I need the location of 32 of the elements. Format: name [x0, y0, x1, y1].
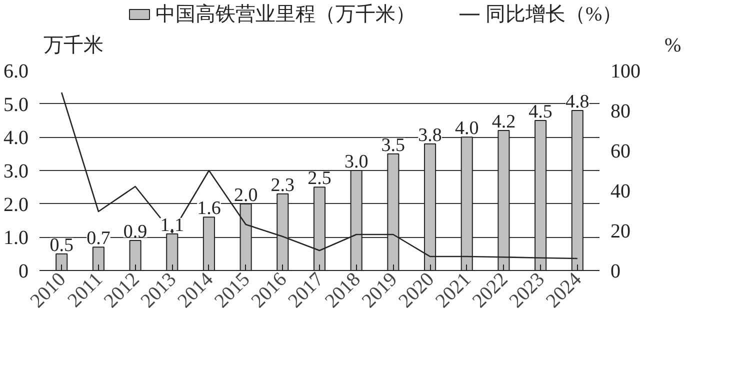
- data-label: 1.6: [197, 198, 221, 220]
- legend-label: 同比增长（%）: [486, 4, 622, 26]
- data-label: 3.5: [381, 134, 406, 156]
- data-label: 0.5: [50, 234, 74, 256]
- y-tick-label: 2.0: [4, 194, 28, 216]
- data-label: 2.5: [308, 168, 332, 190]
- y-tick-label: 0: [18, 260, 28, 282]
- y2-tick-label: 0: [610, 260, 620, 282]
- y-tick-label: 4.0: [4, 127, 28, 150]
- y-tick-label: 5.0: [4, 94, 28, 116]
- y2-tick-label: 40: [610, 180, 630, 202]
- y-tick-label: 3.0: [4, 160, 28, 182]
- legend-label: 中国高铁营业里程（万千米）: [156, 2, 416, 26]
- data-label: 2.0: [234, 184, 258, 206]
- data-label: 3.0: [344, 152, 368, 172]
- data-label: 1.1: [160, 214, 184, 236]
- data-label: 4.2: [492, 112, 516, 132]
- data-label: 0.9: [123, 222, 148, 242]
- data-label: 4.0: [454, 118, 479, 140]
- y2-axis-title: %: [664, 34, 682, 56]
- y2-tick-label: 60: [610, 140, 630, 162]
- y-tick-label: 1.0: [4, 227, 28, 250]
- y-tick-label: 6.0: [4, 60, 28, 82]
- data-label: 4.5: [528, 102, 552, 122]
- y2-tick-label: 80: [610, 100, 630, 122]
- data-label: 0.7: [86, 228, 110, 250]
- y2-tick-label: 20: [610, 220, 630, 242]
- y-axis-title: 万千米: [44, 34, 104, 56]
- data-label: 2.3: [270, 174, 295, 196]
- data-label: 3.8: [418, 124, 442, 146]
- data-label: 4.8: [566, 92, 590, 112]
- y2-tick-label: 100: [610, 60, 640, 82]
